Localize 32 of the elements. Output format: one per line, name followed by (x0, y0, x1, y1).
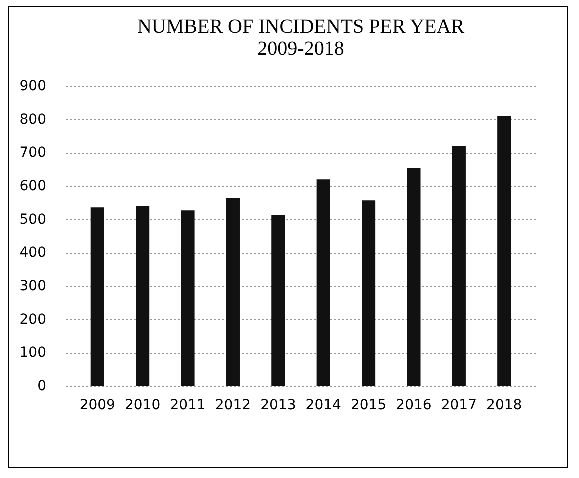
x-tick-label: 2014 (306, 398, 342, 414)
y-tick-label: 900 (20, 78, 46, 94)
x-tick-label: 2010 (125, 398, 161, 414)
bar (136, 206, 150, 386)
y-tick-label: 600 (20, 178, 46, 194)
bar (226, 198, 240, 386)
x-tick-label: 2016 (396, 398, 432, 414)
bar (498, 116, 512, 386)
x-tick-label: 2011 (170, 398, 206, 414)
bar (316, 180, 330, 386)
text: 2009-2018 (258, 38, 344, 60)
x-tick-label: 2009 (80, 398, 116, 414)
bar (90, 208, 104, 386)
y-tick-label: 500 (20, 212, 46, 228)
y-tick-label: 0 (38, 378, 46, 394)
y-tick-label: 800 (20, 112, 46, 128)
bar (452, 146, 466, 386)
y-tick-label: 200 (20, 312, 46, 328)
bar (362, 200, 376, 386)
x-tick-label: 2013 (260, 398, 296, 414)
bar (181, 210, 195, 386)
bar (272, 215, 286, 386)
text: NUMBER OF INCIDENTS PER YEAR (137, 16, 465, 38)
x-tick-label: 2018 (486, 398, 522, 414)
y-tick-label: 100 (20, 345, 46, 362)
x-tick-label: 2015 (350, 398, 387, 414)
bar (407, 168, 421, 386)
x-tick-label: 2012 (215, 398, 252, 414)
y-tick-label: 700 (20, 145, 46, 162)
x-tick-label: 2017 (441, 398, 477, 414)
y-tick-label: 400 (20, 245, 46, 262)
y-tick-label: 300 (20, 278, 46, 294)
